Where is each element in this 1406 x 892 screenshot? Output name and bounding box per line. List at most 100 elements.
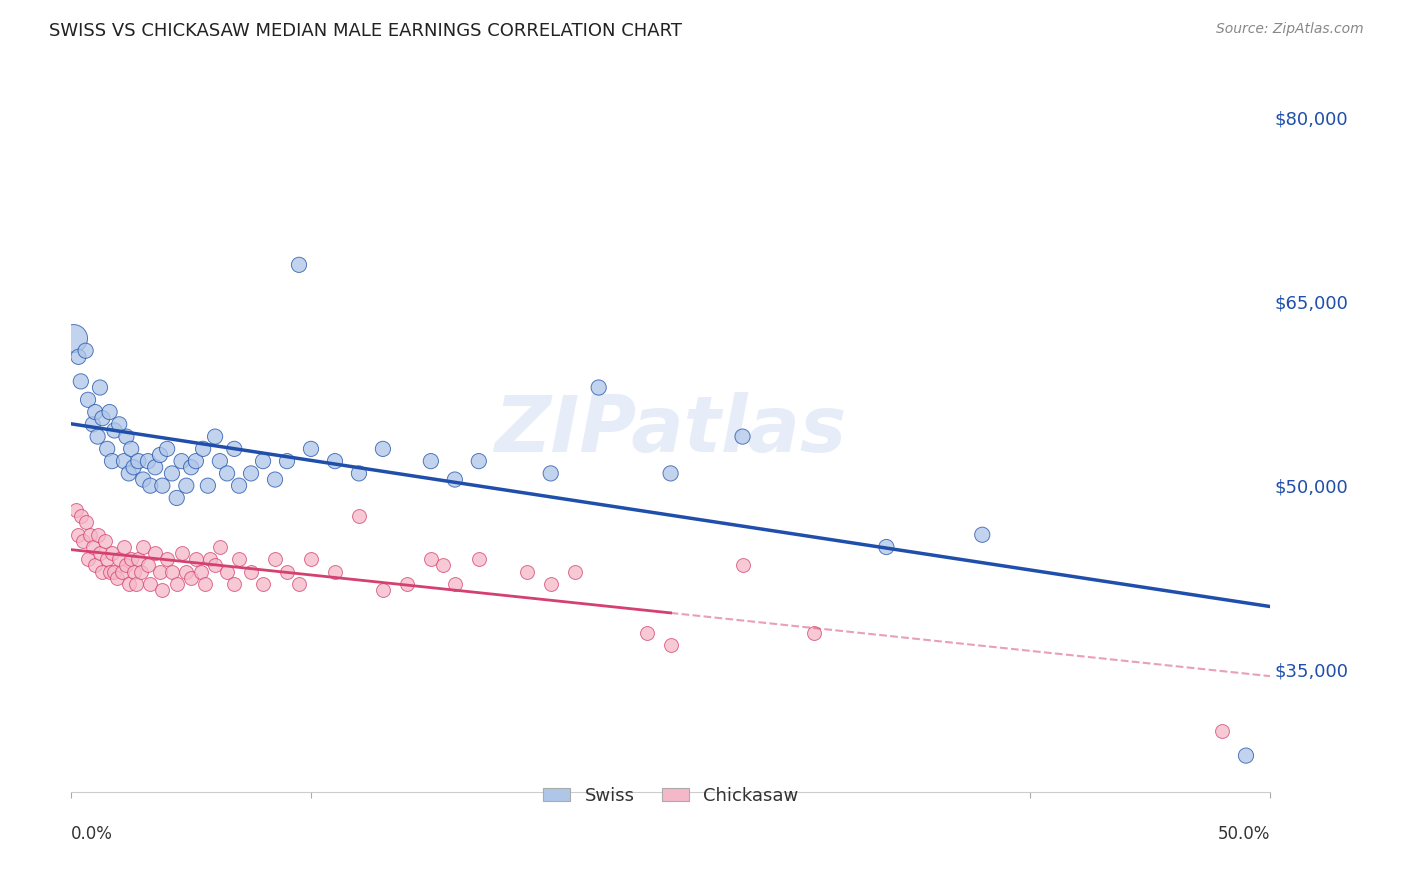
Point — [127, 454, 149, 468]
Point — [115, 558, 138, 573]
Point — [72, 533, 94, 548]
Text: 0.0%: 0.0% — [72, 825, 112, 843]
Point — [184, 454, 207, 468]
Point — [160, 467, 183, 481]
Point — [118, 467, 141, 481]
Point — [197, 478, 219, 492]
Point — [217, 467, 239, 481]
Point — [180, 571, 202, 585]
Point — [149, 448, 172, 462]
Point — [108, 552, 131, 566]
Point — [132, 473, 155, 487]
Point — [170, 546, 193, 560]
Point — [125, 577, 148, 591]
Point — [276, 454, 298, 468]
Point — [419, 454, 441, 468]
Point — [82, 540, 104, 554]
Point — [105, 571, 128, 585]
Point — [103, 424, 125, 438]
Point — [299, 552, 322, 566]
Point — [371, 442, 394, 456]
Point — [204, 558, 226, 573]
Point — [94, 533, 117, 548]
Point — [323, 565, 346, 579]
Point — [98, 565, 121, 579]
Point — [139, 478, 162, 492]
Point — [240, 467, 263, 481]
Point — [122, 460, 145, 475]
Point — [132, 540, 155, 554]
Point — [112, 540, 135, 554]
Point — [588, 380, 610, 394]
Point — [208, 454, 231, 468]
Point — [180, 460, 202, 475]
Point — [112, 454, 135, 468]
Legend: Swiss, Chickasaw: Swiss, Chickasaw — [536, 780, 806, 813]
Point — [108, 417, 131, 432]
Point — [77, 552, 100, 566]
Point — [69, 375, 91, 389]
Point — [75, 343, 97, 358]
Point — [228, 478, 250, 492]
Point — [540, 577, 562, 591]
Point — [731, 429, 754, 443]
Text: ZIPatlas: ZIPatlas — [495, 392, 846, 468]
Point — [200, 552, 222, 566]
Point — [540, 467, 562, 481]
Point — [252, 577, 274, 591]
Point — [166, 577, 188, 591]
Point — [468, 552, 491, 566]
Point — [118, 577, 141, 591]
Point — [67, 528, 90, 542]
Point — [136, 558, 159, 573]
Point — [115, 429, 138, 443]
Text: 50.0%: 50.0% — [1218, 825, 1270, 843]
Point — [156, 442, 179, 456]
Point — [101, 454, 124, 468]
Point — [96, 442, 118, 456]
Point — [240, 565, 263, 579]
Point — [86, 528, 108, 542]
Point — [101, 546, 124, 560]
Point — [731, 558, 754, 573]
Point — [516, 565, 538, 579]
Point — [194, 577, 217, 591]
Point — [204, 429, 226, 443]
Point — [150, 582, 173, 597]
Point — [110, 565, 132, 579]
Point — [79, 528, 101, 542]
Point — [228, 552, 250, 566]
Point — [139, 577, 162, 591]
Point — [208, 540, 231, 554]
Point — [62, 331, 84, 345]
Point — [65, 503, 87, 517]
Point — [659, 638, 682, 652]
Point — [67, 350, 90, 364]
Point — [224, 577, 246, 591]
Point — [347, 467, 370, 481]
Point — [323, 454, 346, 468]
Point — [190, 565, 212, 579]
Text: SWISS VS CHICKASAW MEDIAN MALE EARNINGS CORRELATION CHART: SWISS VS CHICKASAW MEDIAN MALE EARNINGS … — [49, 22, 682, 40]
Point — [160, 565, 183, 579]
Point — [120, 442, 142, 456]
Point — [288, 577, 311, 591]
Point — [129, 565, 152, 579]
Point — [89, 380, 111, 394]
Point — [288, 258, 311, 272]
Point — [443, 473, 465, 487]
Point — [276, 565, 298, 579]
Point — [419, 552, 441, 566]
Point — [98, 405, 121, 419]
Point — [149, 565, 172, 579]
Point — [89, 546, 111, 560]
Point — [217, 565, 239, 579]
Point — [1234, 748, 1257, 763]
Point — [371, 582, 394, 597]
Point — [264, 552, 287, 566]
Point — [636, 626, 658, 640]
Point — [170, 454, 193, 468]
Point — [69, 509, 91, 524]
Point — [347, 509, 370, 524]
Point — [156, 552, 179, 566]
